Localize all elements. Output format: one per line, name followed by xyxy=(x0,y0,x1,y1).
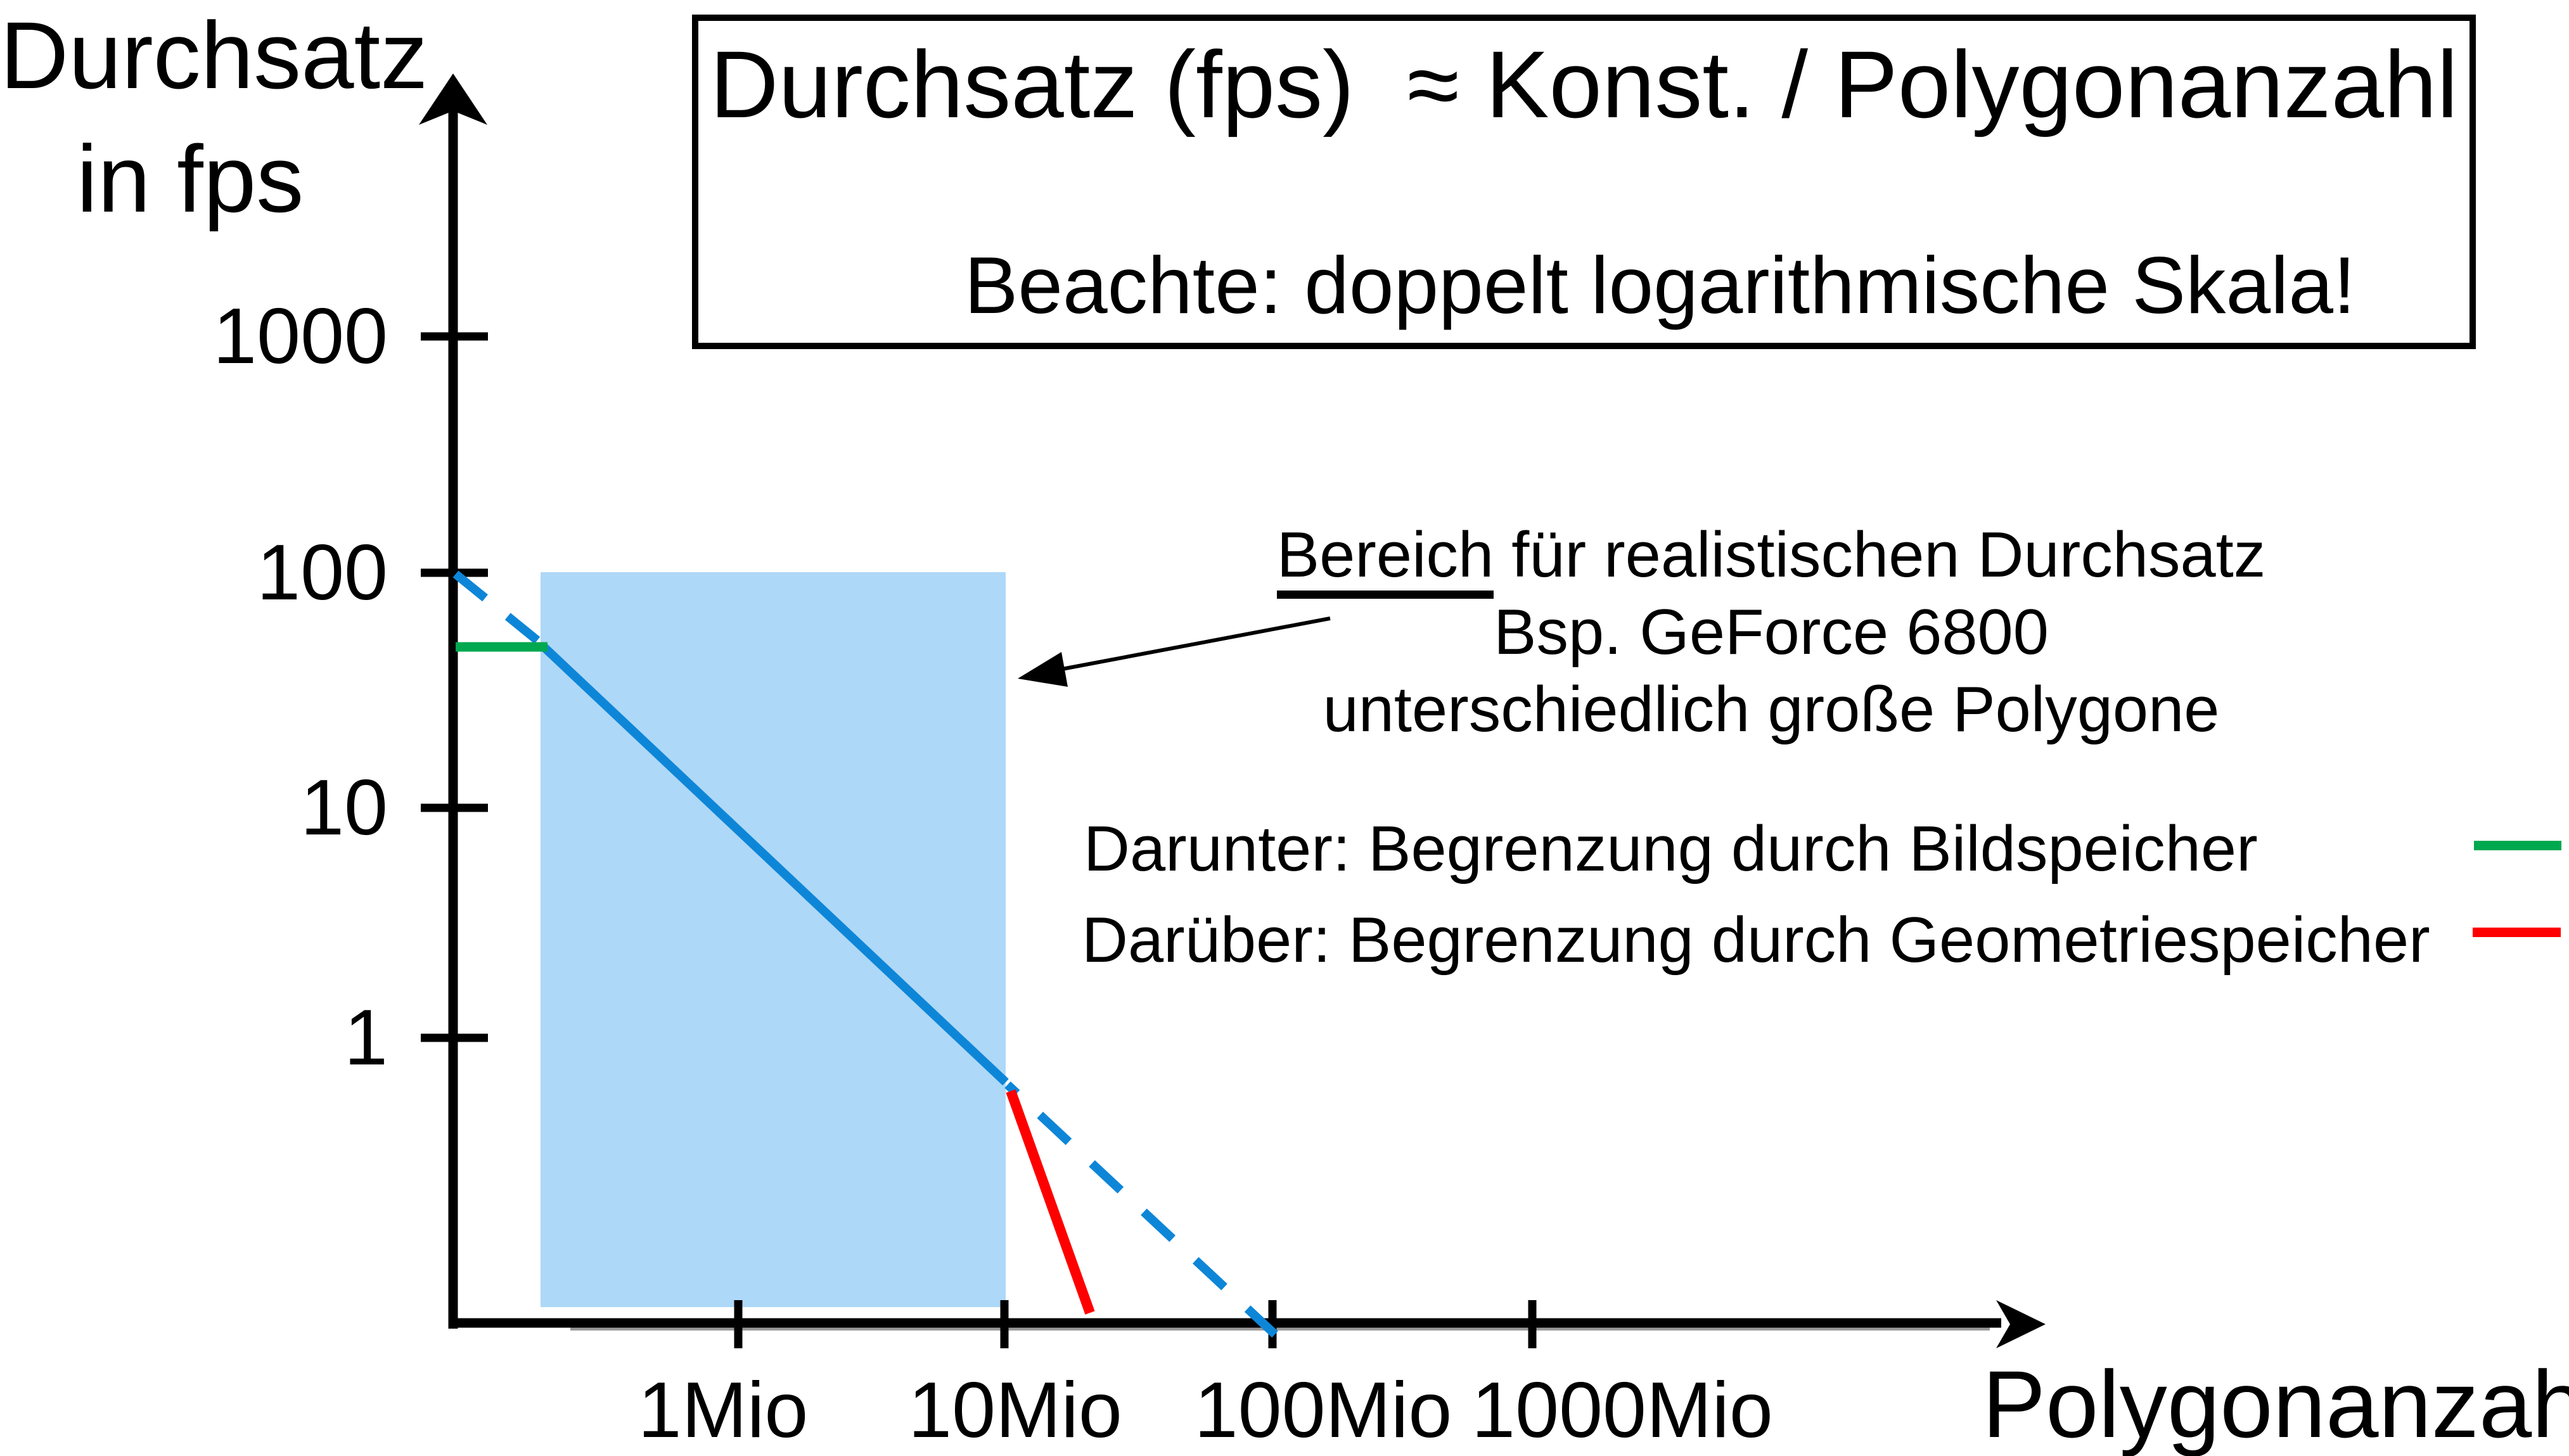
ideal-line-dashed-lower xyxy=(1004,1081,1278,1338)
chart-title: Durchsatz (fps) ≈ Konst. / Polygonanzahl xyxy=(710,31,2458,137)
y-axis-arrowhead-icon xyxy=(419,73,487,125)
y-axis-title-line2: in fps xyxy=(76,125,304,232)
legend-geometriespeicher-swatch xyxy=(2473,928,2561,937)
region-annotation-line3: unterschiedlich große Polygone xyxy=(1323,674,2220,745)
ideal-line-dashed-upper xyxy=(452,570,547,649)
region-annotation-line1: Bereich für realistischen Durchsatz xyxy=(1169,516,2373,599)
annotation-arrowhead-icon xyxy=(1018,652,1068,687)
region-annotation-line1-rest: für realistischen Durchsatz xyxy=(1494,520,2266,591)
x-tick-label-100mio: 100Mio xyxy=(1194,1367,1452,1454)
legend-bildspeicher-swatch xyxy=(2474,841,2561,850)
x-axis-title: Polygonanzahl xyxy=(1982,1351,2569,1456)
y-tick-label-1: 1 xyxy=(344,994,388,1082)
geometriespeicher-limit-line xyxy=(1006,1089,1095,1315)
y-axis-title: Durchsatz in fps xyxy=(0,0,428,241)
region-annotation-underlined-word: Bereich xyxy=(1276,520,1494,599)
chart-subtitle: Beachte: doppelt logarithmische Skala! xyxy=(964,240,2356,330)
y-tick-label-1000: 1000 xyxy=(213,293,388,380)
legend-geometriespeicher-label: Darüber: Begrenzung durch Geometriespeic… xyxy=(1082,905,2430,976)
realistic-throughput-region xyxy=(541,572,1006,1307)
y-axis-title-line1: Durchsatz xyxy=(0,2,428,108)
ideal-line-solid xyxy=(539,642,1009,1086)
region-annotation-line2: Bsp. GeForce 6800 xyxy=(1494,597,2049,668)
x-axis-arrowhead-icon xyxy=(1996,1300,2046,1348)
x-tick-label-1000mio: 1000Mio xyxy=(1471,1367,1773,1454)
legend-bildspeicher-label: Darunter: Begrenzung durch Bildspeicher xyxy=(1084,814,2258,884)
annotation-arrow-line xyxy=(1061,616,1331,671)
x-tick-label-1mio: 1Mio xyxy=(637,1367,809,1454)
y-tick-label-10: 10 xyxy=(300,764,388,852)
y-tick-label-100: 100 xyxy=(257,529,388,616)
region-annotation: Bereich für realistischen Durchsatz Bsp.… xyxy=(1169,516,2373,748)
title-box xyxy=(692,15,2476,349)
x-tick-label-10mio: 10Mio xyxy=(908,1367,1122,1454)
